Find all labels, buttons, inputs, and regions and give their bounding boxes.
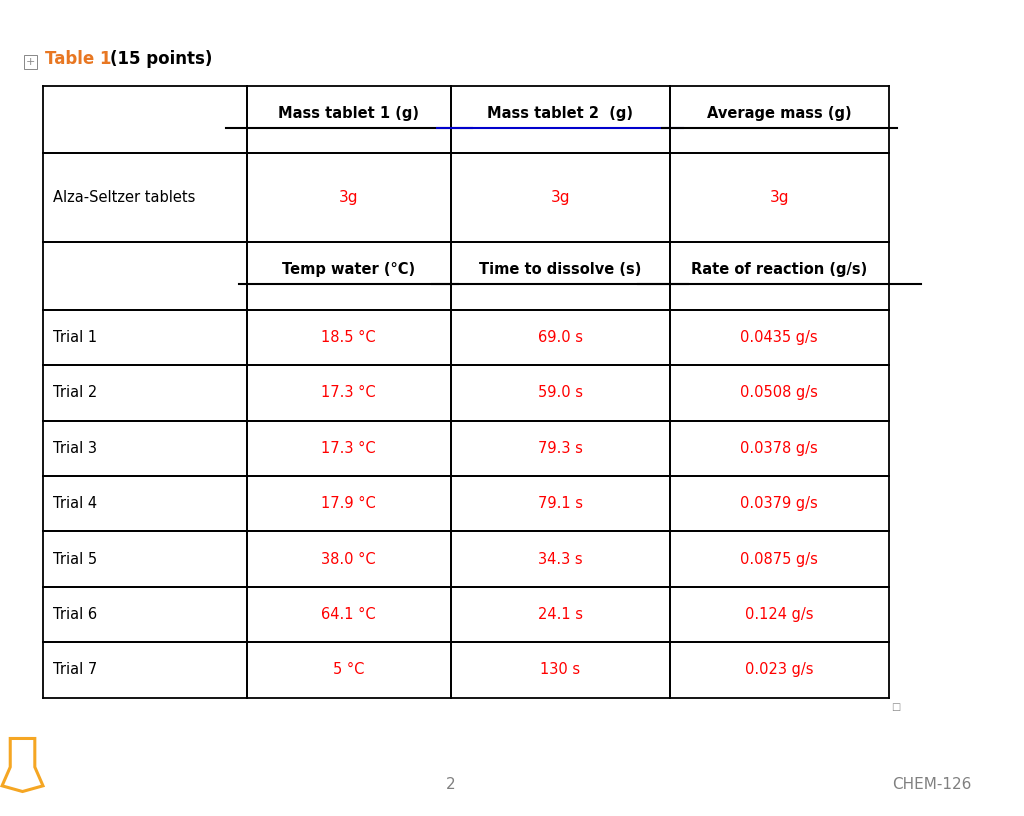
Text: Trial 4: Trial 4 [53,496,97,511]
Text: Trial 2: Trial 2 [53,385,97,401]
Text: 79.3 s: 79.3 s [538,441,583,456]
Text: 3g: 3g [769,190,790,205]
Text: 17.9 °C: 17.9 °C [322,496,376,511]
Text: Rate of reaction (g/s): Rate of reaction (g/s) [691,262,867,277]
Text: Time to dissolve (s): Time to dissolve (s) [479,262,641,277]
Text: 2: 2 [445,778,456,792]
Text: 17.3 °C: 17.3 °C [322,385,376,401]
Text: Trial 6: Trial 6 [53,607,97,622]
Text: 3g: 3g [551,190,570,205]
Text: +: + [26,57,36,67]
Text: 0.0378 g/s: 0.0378 g/s [740,441,818,456]
Text: Trial 3: Trial 3 [53,441,97,456]
Text: Temp water (°C): Temp water (°C) [283,262,416,277]
Text: CHEM-126: CHEM-126 [892,778,972,792]
Text: 130 s: 130 s [540,663,581,677]
Text: Trial 7: Trial 7 [53,663,97,677]
Text: (15 points): (15 points) [110,50,212,68]
Text: 0.0508 g/s: 0.0508 g/s [740,385,818,401]
Text: 0.0435 g/s: 0.0435 g/s [740,330,818,345]
Text: □: □ [891,702,900,712]
Text: Mass tablet 2  (g): Mass tablet 2 (g) [487,105,633,121]
Text: Average mass (g): Average mass (g) [707,105,852,121]
Text: 17.3 °C: 17.3 °C [322,441,376,456]
Text: 79.1 s: 79.1 s [538,496,583,511]
Text: Mass tablet 1 (g): Mass tablet 1 (g) [279,105,419,121]
Text: 18.5 °C: 18.5 °C [322,330,376,345]
Text: 69.0 s: 69.0 s [538,330,583,345]
Text: Trial 5: Trial 5 [53,552,97,566]
Text: 0.124 g/s: 0.124 g/s [745,607,813,622]
Text: Trial 1: Trial 1 [53,330,97,345]
Text: 3g: 3g [339,190,358,205]
Text: 38.0 °C: 38.0 °C [322,552,376,566]
Text: 64.1 °C: 64.1 °C [322,607,376,622]
Text: 5 °C: 5 °C [333,663,365,677]
Text: 24.1 s: 24.1 s [538,607,583,622]
Text: Alza-Seltzer tablets: Alza-Seltzer tablets [53,190,196,205]
Text: 0.0379 g/s: 0.0379 g/s [740,496,818,511]
Text: 0.0875 g/s: 0.0875 g/s [740,552,818,566]
Text: 59.0 s: 59.0 s [538,385,583,401]
Text: 0.023 g/s: 0.023 g/s [745,663,813,677]
Text: Table 1: Table 1 [45,50,118,68]
Text: 34.3 s: 34.3 s [538,552,583,566]
